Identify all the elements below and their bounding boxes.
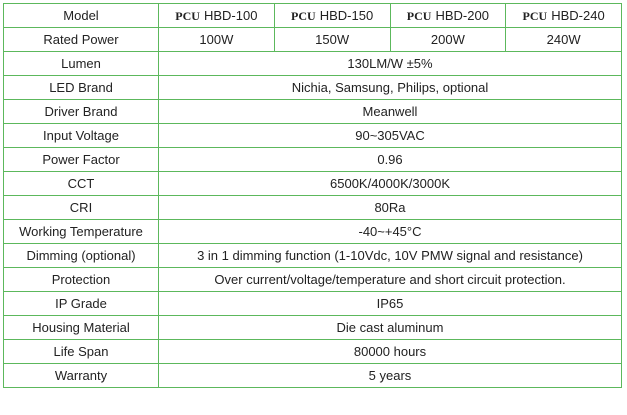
spec-row: Warranty 5 years [3,363,622,388]
model-name: HBD-240 [551,7,605,23]
model-cell: PCU HBD-100 [158,3,275,28]
spec-row: Life Span 80000 hours [3,339,622,364]
row-label: Warranty [3,363,159,388]
row-label: Life Span [3,339,159,364]
row-label: Driver Brand [3,99,159,124]
value-cell: 150W [273,27,391,52]
row-label: Rated Power [3,27,159,52]
value-cell: 100W [158,27,275,52]
row-label: Protection [3,267,159,292]
spec-row: LED Brand Nichia, Samsung, Philips, optio… [3,75,622,100]
spec-row: Power Factor 0.96 [3,147,622,172]
spec-row: IP Grade IP65 [3,291,622,316]
spec-row: Lumen 130LM/W ±5% [3,51,622,76]
spec-row: CCT 6500K/4000K/3000K [3,171,622,196]
brand: PCU [291,8,316,23]
value-cell: 130LM/W ±5% [158,51,622,76]
value-cell: 80Ra [158,195,622,220]
model-cell: PCU HBD-150 [273,3,391,28]
brand: PCU [406,8,432,23]
table-body: Model PCU HBD-100 PCU HBD-150 PCU HBD-200 PCU HB… [3,3,622,388]
spec-table: Model PCU HBD-100 PCU HBD-150 PCU HBD-200 PCU HB… [3,3,622,388]
value-cell: 6500K/4000K/3000K [158,171,622,196]
value-cell: Meanwell [158,99,622,124]
value-cell: Over current/voltage/temperature and sho… [158,267,622,292]
value-cell: Die cast aluminum [158,315,622,340]
spec-row: CRI 80Ra [3,195,622,220]
model-name: HBD-150 [319,7,374,23]
row-label: CRI [3,195,159,220]
value-cell: 5 years [158,363,622,388]
row-label: IP Grade [3,291,159,316]
row-label: Dimming (optional) [3,243,159,268]
spec-row: Rated Power 100W 150W 200W 240W [3,27,622,52]
model-name: HBD-200 [435,7,489,23]
value-cell: 240W [505,27,622,52]
value-cell: 200W [389,27,507,52]
value-cell: IP65 [158,291,622,316]
value-cell: 90~305VAC [158,123,622,148]
spec-row: Housing Material Die cast aluminum [3,315,622,340]
value-cell: Nichia, Samsung, Philips, optional [158,75,622,100]
spec-row: Driver Brand Meanwell [3,99,622,124]
row-label: CCT [3,171,159,196]
value-cell: 0.96 [158,147,622,172]
spec-row: Working Temperature -40~+45°C [3,219,622,244]
model-name: HBD-100 [203,7,258,23]
row-label: Working Temperature [3,219,159,244]
value-cell: 3 in 1 dimming function (1-10Vdc, 10V PM… [158,243,622,268]
spec-row: Protection Over current/voltage/temperatu… [3,267,622,292]
row-label: Housing Material [3,315,159,340]
spec-row: Dimming (optional) 3 in 1 dimming functio… [3,243,622,268]
row-label: Model [3,3,159,28]
value-cell: 80000 hours [158,339,622,364]
model-cell: PCU HBD-240 [505,3,622,28]
row-label: Input Voltage [3,123,159,148]
brand: PCU [522,8,548,23]
header-row: Model PCU HBD-100 PCU HBD-150 PCU HBD-200 PCU HB… [3,3,622,28]
row-label: LED Brand [3,75,159,100]
spec-row: Input Voltage 90~305VAC [3,123,622,148]
value-cell: -40~+45°C [158,219,622,244]
row-label: Lumen [3,51,159,76]
row-label: Power Factor [3,147,159,172]
brand: PCU [175,8,200,23]
model-cell: PCU HBD-200 [389,3,507,28]
